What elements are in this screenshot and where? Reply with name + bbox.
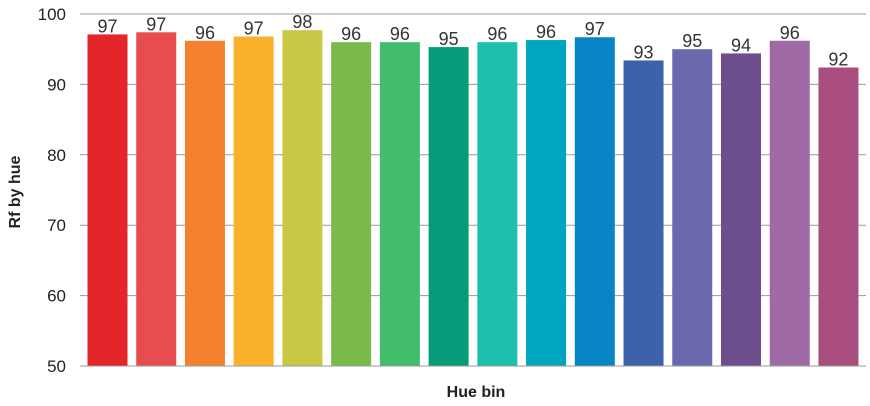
bar-value-label: 96: [536, 22, 556, 42]
bar-value-label: 92: [828, 50, 848, 70]
bar: [623, 60, 664, 367]
y-tick-label: 100: [38, 5, 66, 24]
bars: [87, 30, 859, 367]
bar: [136, 32, 177, 366]
bar: [331, 42, 372, 366]
bar: [233, 36, 274, 366]
y-axis-title: Rf by hue: [7, 155, 24, 228]
bar-value-label: 93: [634, 42, 654, 62]
value-labels: 97 97 96 97 98 96 96 95 96 96 97 93 95 94 96 92: [97, 12, 848, 69]
bar: [769, 40, 810, 366]
bar-value-label: 96: [487, 24, 507, 44]
bar: [87, 34, 128, 366]
y-tick-label: 90: [47, 75, 66, 94]
y-tick-label: 70: [47, 216, 66, 235]
bar-value-label: 97: [146, 14, 166, 34]
y-tick-label: 60: [47, 287, 66, 306]
bar-value-label: 95: [439, 29, 459, 49]
bar-value-label: 98: [292, 12, 312, 32]
x-axis-title: Hue bin: [447, 384, 506, 401]
y-tick-label: 80: [47, 146, 66, 165]
bar: [720, 53, 761, 366]
bar: [672, 49, 713, 366]
bar-value-label: 96: [780, 23, 800, 43]
bar-value-label: 96: [390, 24, 410, 44]
bar: [282, 30, 323, 367]
bar-value-label: 96: [341, 24, 361, 44]
bar-value-label: 97: [585, 19, 605, 39]
bar: [428, 47, 469, 366]
bar-value-label: 96: [195, 23, 215, 43]
bar: [477, 42, 518, 366]
bar-value-label: 95: [682, 31, 702, 51]
bar: [818, 67, 859, 366]
bar: [379, 42, 420, 366]
y-tick-label: 50: [47, 357, 66, 376]
bar-value-label: 97: [97, 16, 117, 36]
y-axis-tick-labels: 50 60 70 80 90 100: [38, 5, 66, 376]
bar: [526, 40, 567, 366]
bar: [574, 37, 615, 367]
bar-value-label: 94: [731, 35, 751, 55]
bar: [184, 40, 225, 366]
bar-value-label: 97: [244, 19, 264, 39]
